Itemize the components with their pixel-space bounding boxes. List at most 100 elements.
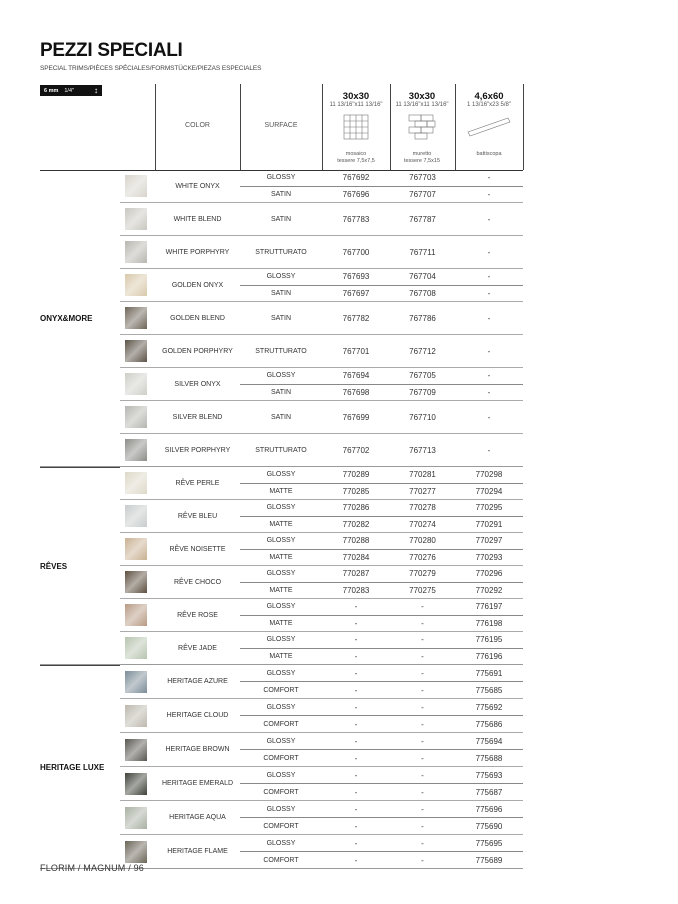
article-code: - bbox=[487, 445, 491, 455]
color-swatch-image bbox=[125, 538, 147, 560]
color-name: RÊVE PERLE bbox=[175, 479, 220, 487]
color-name: GOLDEN ONYX bbox=[171, 281, 224, 289]
page-subtitle: SPECIAL TRIMS/PIÈCES SPÉCIALES/FORMSTÜCK… bbox=[40, 65, 262, 72]
color-swatch bbox=[120, 599, 155, 631]
color-name: RÊVE ROSE bbox=[177, 611, 218, 619]
surface-name: GLOSSY bbox=[266, 805, 296, 813]
finish-list: GLOSSY 770289 770281 770298 MATTE 770285 77027… bbox=[240, 467, 523, 499]
article-code: - bbox=[354, 602, 358, 612]
finish-row: STRUTTURATO 767700 767711 - bbox=[240, 236, 523, 268]
article-code: 775687 bbox=[475, 787, 503, 797]
color-swatch-image bbox=[125, 472, 147, 494]
article-code: 776195 bbox=[475, 635, 503, 645]
page-title: PEZZI SPECIALI bbox=[40, 40, 183, 61]
finish-row: GLOSSY 767692 767703 - bbox=[240, 170, 523, 186]
article-code: - bbox=[487, 272, 491, 282]
finish-row: GLOSSY - - 775694 bbox=[240, 733, 523, 749]
article-code: 767712 bbox=[409, 346, 436, 356]
color-swatch-image bbox=[125, 241, 147, 263]
group-name: RÊVES bbox=[40, 467, 120, 664]
article-code: - bbox=[354, 787, 358, 797]
article-code: - bbox=[421, 787, 424, 797]
surface-name: MATTE bbox=[269, 586, 293, 594]
article-code: - bbox=[354, 770, 358, 780]
format-size: 30x30 bbox=[408, 91, 436, 102]
color-swatch bbox=[120, 733, 155, 766]
color-name: HERITAGE AZURE bbox=[167, 678, 228, 685]
finish-row: MATTE 770285 770277 770294 bbox=[240, 482, 523, 500]
color-row: SILVER ONYX GLOSSY 767694 767705 - SATIN 76769… bbox=[120, 368, 523, 401]
article-code: 770293 bbox=[475, 552, 503, 562]
color-swatch bbox=[120, 401, 155, 433]
article-code: - bbox=[421, 685, 424, 695]
article-code: 775696 bbox=[475, 804, 503, 814]
article-code: - bbox=[421, 719, 424, 729]
surface-name: SATIN bbox=[270, 289, 292, 297]
article-code: 767692 bbox=[342, 173, 370, 183]
color-row: RÊVE NOISETTE GLOSSY 770288 770280 770297 MAT… bbox=[120, 533, 523, 566]
color-row: HERITAGE EMERALD GLOSSY - - 775693 COMFORT - - 7… bbox=[120, 767, 523, 801]
article-code: 770297 bbox=[475, 536, 503, 546]
surface-name: GLOSSY bbox=[266, 603, 296, 611]
article-code: - bbox=[421, 838, 424, 848]
color-row: WHITE ONYX GLOSSY 767692 767703 - SATIN 767696… bbox=[120, 170, 523, 203]
article-code: 767782 bbox=[342, 313, 370, 323]
finish-list: SATIN 767783 767787 - bbox=[240, 203, 523, 235]
finish-row: GLOSSY 767694 767705 - bbox=[240, 368, 523, 384]
article-code: - bbox=[487, 412, 491, 422]
header-divider bbox=[455, 84, 456, 170]
surface-name: MATTE bbox=[269, 652, 293, 660]
format-header-muretto: 30x30 11 13/16"x11 13/16" muretto tessere… bbox=[388, 91, 456, 164]
finish-row: GLOSSY - - 776195 bbox=[240, 632, 523, 648]
finish-list: GLOSSY - - 776197 MATTE - - 776198 bbox=[240, 599, 523, 631]
color-swatch-image bbox=[125, 406, 147, 428]
color-row: HERITAGE AQUA GLOSSY - - 775696 COMFORT - - 7756… bbox=[120, 801, 523, 835]
surface-name: SATIN bbox=[270, 215, 292, 223]
article-code: 775689 bbox=[475, 855, 503, 865]
article-code: - bbox=[354, 821, 358, 831]
article-code: - bbox=[354, 719, 358, 729]
format-note: tessere 7,5x7,5 bbox=[337, 157, 375, 164]
article-code: 767697 bbox=[342, 288, 370, 298]
article-code: 775691 bbox=[475, 668, 503, 678]
article-code: 767713 bbox=[409, 445, 436, 455]
color-swatch bbox=[120, 566, 155, 598]
finish-row: MATTE 770282 770274 770291 bbox=[240, 515, 523, 533]
color-swatch bbox=[120, 368, 155, 400]
finish-list: GLOSSY - - 775696 COMFORT - - 775690 bbox=[240, 801, 523, 834]
finish-list: GLOSSY 770288 770280 770297 MATTE 770284 77027… bbox=[240, 533, 523, 565]
header-divider bbox=[322, 84, 323, 170]
surface-name: GLOSSY bbox=[266, 174, 296, 182]
color-swatch-image bbox=[125, 738, 147, 761]
color-swatch-image bbox=[125, 307, 147, 329]
finish-row: COMFORT - - 775689 bbox=[240, 851, 523, 868]
article-code: 767702 bbox=[342, 445, 370, 455]
finish-list: GLOSSY - - 775691 COMFORT - - 775685 bbox=[240, 665, 523, 698]
format-header-skirting: 4,6x60 1 13/16"x23 5/8" battiscopa bbox=[455, 91, 523, 157]
finish-row: GLOSSY - - 775695 bbox=[240, 835, 523, 851]
surface-name: GLOSSY bbox=[266, 737, 296, 745]
article-code: - bbox=[421, 702, 424, 712]
surface-name: GLOSSY bbox=[266, 669, 296, 677]
article-code: 767710 bbox=[409, 412, 436, 422]
product-group: HERITAGE LUXE HERITAGE AZURE GLOSSY - - 77569… bbox=[40, 665, 523, 869]
color-row: RÊVE JADE GLOSSY - - 776195 MATTE - - 776196 bbox=[120, 632, 523, 664]
surface-name: COMFORT bbox=[263, 754, 299, 762]
color-name: SILVER ONYX bbox=[174, 380, 221, 388]
color-row: HERITAGE CLOUD GLOSSY - - 775692 COMFORT - - 775… bbox=[120, 699, 523, 733]
article-code: 767786 bbox=[409, 313, 436, 323]
format-header-mosaic: 30x30 11 13/16"x11 13/16" mosaico tessere… bbox=[322, 91, 390, 164]
mosaic-grid-icon bbox=[343, 114, 369, 140]
finish-row: MATTE 770283 770275 770292 bbox=[240, 581, 523, 599]
color-swatch bbox=[120, 335, 155, 367]
surface-name: GLOSSY bbox=[266, 504, 296, 512]
color-row: WHITE PORPHYRY STRUTTURATO 767700 767711 - bbox=[120, 236, 523, 269]
color-row: GOLDEN PORPHYRY STRUTTURATO 767701 767712 - bbox=[120, 335, 523, 368]
article-code: 770288 bbox=[342, 536, 370, 546]
finish-row: COMFORT - - 775690 bbox=[240, 817, 523, 834]
article-code: 770289 bbox=[342, 470, 370, 480]
color-row: WHITE BLEND SATIN 767783 767787 - bbox=[120, 203, 523, 236]
finish-list: GLOSSY - - 775692 COMFORT - - 775686 bbox=[240, 699, 523, 732]
finish-list: GLOSSY - - 776195 MATTE - - 776196 bbox=[240, 632, 523, 664]
article-code: 770283 bbox=[342, 585, 370, 595]
